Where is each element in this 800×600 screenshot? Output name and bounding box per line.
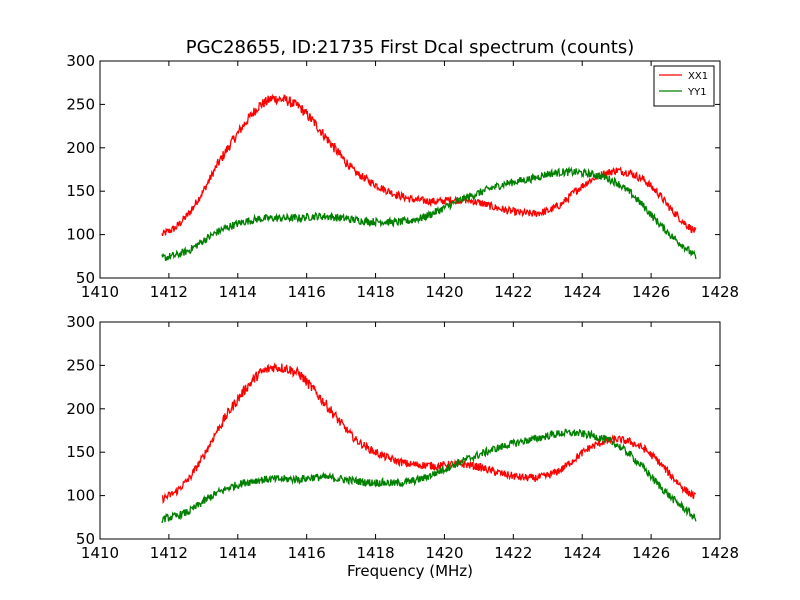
x-tick-label: 1422 <box>494 544 532 562</box>
y-tick-label: 300 <box>66 313 95 331</box>
bottom-spectrum-plot: 1410 1412 1414 1416 1418 1420 1422 1424 1426 1428… <box>66 313 739 562</box>
y-tick-label: 300 <box>66 52 95 70</box>
y-tick-label: 250 <box>66 356 95 374</box>
y-tick-label: 100 <box>66 226 95 244</box>
chart-title: PGC28655, ID:21735 First Dcal spectrum (… <box>186 37 635 58</box>
series-line-green <box>161 428 697 524</box>
legend-label: XX1 <box>688 71 708 82</box>
x-tick-label: 1424 <box>563 544 601 562</box>
x-tick-label: 1416 <box>288 544 326 562</box>
y-tick-label: 150 <box>66 443 95 461</box>
x-tick-label: 1422 <box>494 283 532 301</box>
series-line-xx1 <box>161 93 697 236</box>
x-tick-label: 1420 <box>425 544 463 562</box>
axes-frame <box>99 60 721 279</box>
y-tick-label: 250 <box>66 95 95 113</box>
x-tick-label: 1412 <box>150 283 188 301</box>
x-tick-label: 1424 <box>563 283 601 301</box>
x-tick-label: 1416 <box>288 283 326 301</box>
y-tick-label: 100 <box>66 487 95 505</box>
x-tick-label: 1410 <box>81 283 119 301</box>
x-tick-label: 1428 <box>701 544 739 562</box>
x-tick-label: 1412 <box>150 544 188 562</box>
y-tick-label: 200 <box>66 400 95 418</box>
x-tick-label: 1414 <box>219 283 257 301</box>
y-tick-label: 200 <box>66 139 95 157</box>
x-tick-label: 1418 <box>356 283 394 301</box>
top-spectrum-plot: 1410 1412 1414 1416 1418 1420 1422 1424 1426 1428… <box>66 52 739 301</box>
y-tick-label: 50 <box>76 269 95 287</box>
x-tick-label: 1414 <box>219 544 257 562</box>
legend-label: YY1 <box>687 87 707 98</box>
x-tick-label: 1418 <box>356 544 394 562</box>
x-tick-label: 1410 <box>81 544 119 562</box>
x-tick-label: 1420 <box>425 283 463 301</box>
series-line-yy1 <box>161 165 697 262</box>
y-tick-label: 50 <box>76 530 95 548</box>
x-tick-label: 1428 <box>701 283 739 301</box>
x-axis-label: Frequency (MHz) <box>347 562 473 580</box>
y-tick-label: 150 <box>66 182 95 200</box>
axes-frame <box>99 321 721 540</box>
x-tick-label: 1426 <box>632 544 670 562</box>
x-tick-label: 1426 <box>632 283 670 301</box>
legend-box <box>653 65 715 107</box>
